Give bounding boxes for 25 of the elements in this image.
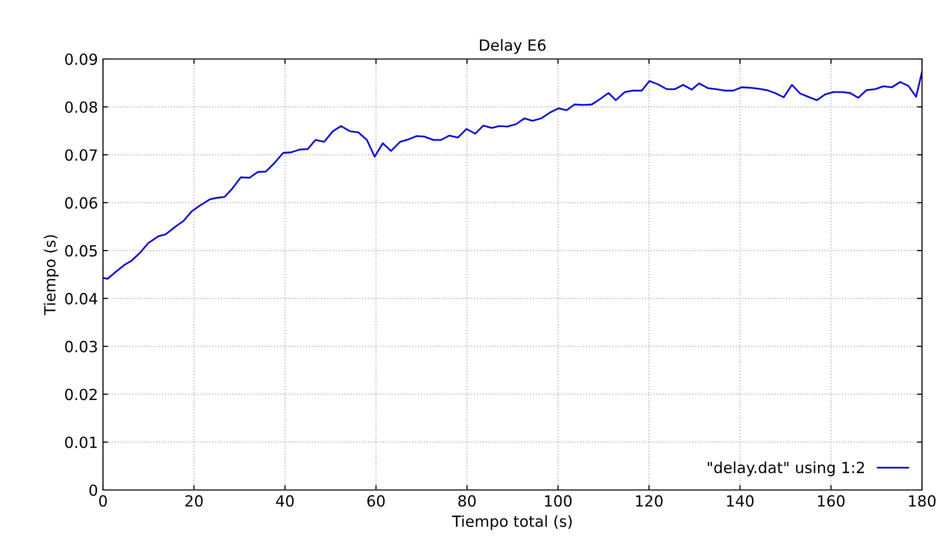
y-tick-label: 0.08 — [65, 101, 98, 113]
y-tick-label: 0 — [89, 484, 98, 496]
y-tick-label: 0.04 — [65, 292, 98, 304]
y-tick-label: 0.06 — [65, 197, 98, 209]
x-tick-label: 140 — [727, 495, 754, 507]
x-tick-label: 60 — [367, 495, 385, 507]
y-tick-label: 0.07 — [65, 149, 97, 161]
x-tick-label: 120 — [636, 495, 663, 507]
y-tick-label: 0.03 — [65, 340, 97, 352]
y-axis-title: Tiempo (s) — [44, 235, 59, 316]
x-axis-title: Tiempo total (s) — [452, 515, 572, 530]
y-tick-label: 0.01 — [65, 436, 97, 448]
legend-label: "delay.dat" using 1:2 — [708, 461, 864, 476]
x-tick-label: 40 — [276, 495, 294, 507]
x-tick-label: 20 — [185, 495, 203, 507]
y-tick-label: 0.05 — [65, 245, 97, 257]
y-tick-label: 0.09 — [65, 53, 98, 66]
x-tick-label: 0 — [99, 495, 107, 507]
chart-title: Delay E6 — [480, 39, 546, 54]
y-tick-label: 0.02 — [65, 388, 97, 400]
x-tick-label: 180 — [909, 495, 936, 507]
x-tick-label: 80 — [458, 495, 476, 507]
x-tick-label: 160 — [818, 495, 845, 507]
x-tick-label: 100 — [545, 495, 572, 507]
line-series — [103, 71, 922, 280]
